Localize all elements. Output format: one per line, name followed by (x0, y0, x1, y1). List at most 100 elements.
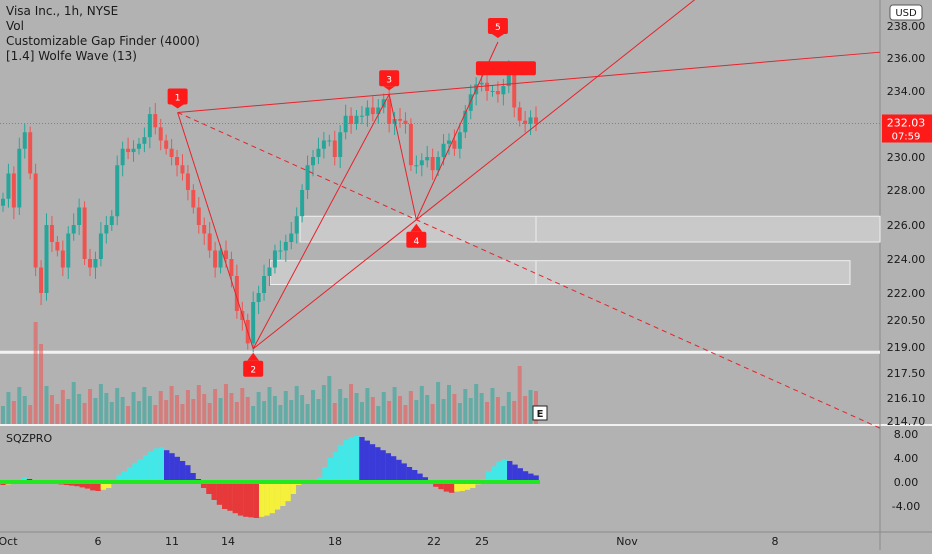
candle-body[interactable] (93, 259, 98, 268)
candle-body[interactable] (272, 250, 277, 268)
candle-body[interactable] (223, 250, 228, 260)
candle-body[interactable] (408, 124, 413, 166)
candle-body[interactable] (17, 148, 22, 208)
candle-body[interactable] (300, 190, 305, 217)
candle-body[interactable] (6, 173, 11, 199)
earnings-marker[interactable] (532, 405, 548, 421)
candle-body[interactable] (126, 148, 131, 153)
candle-body[interactable] (115, 165, 120, 217)
candle-body[interactable] (22, 132, 27, 149)
wolfe-wave-leg[interactable] (388, 94, 417, 220)
candle-body[interactable] (349, 115, 354, 124)
wolfe-point-marker[interactable] (406, 231, 427, 248)
candle-body[interactable] (446, 140, 451, 144)
candle-body[interactable] (365, 107, 370, 116)
candle-body[interactable] (153, 114, 158, 128)
candle-body[interactable] (77, 207, 82, 226)
candle-body[interactable] (376, 107, 381, 115)
currency-badge[interactable] (889, 4, 923, 21)
candle-body[interactable] (305, 165, 310, 190)
candle-body[interactable] (457, 132, 462, 149)
candle-body[interactable] (338, 132, 343, 157)
candle-body[interactable] (71, 225, 76, 234)
indicator-wolfe-wave-label[interactable]: [1.4] Wolfe Wave (13) (6, 49, 137, 63)
candle-body[interactable] (28, 132, 33, 174)
sqzpro-title[interactable]: SQZPRO (6, 432, 52, 445)
candle-body[interactable] (196, 207, 201, 226)
candle-body[interactable] (109, 216, 114, 225)
wolfe-line-1-3[interactable] (177, 51, 881, 113)
candle-body[interactable] (523, 120, 528, 124)
wolfe-line-2-4[interactable] (252, 0, 700, 350)
candle-body[interactable] (289, 233, 294, 243)
candle-body[interactable] (327, 140, 332, 142)
indicator-vol-label[interactable]: Vol (6, 19, 24, 33)
candle-body[interactable] (414, 165, 419, 167)
candle-body[interactable] (169, 148, 174, 157)
candle-body[interactable] (419, 160, 424, 166)
candle-body[interactable] (283, 242, 288, 251)
candle-body[interactable] (332, 140, 337, 158)
candle-body[interactable] (321, 140, 326, 149)
candle-body[interactable] (164, 140, 169, 149)
candle-body[interactable] (354, 115, 359, 124)
candle-body[interactable] (479, 82, 484, 85)
candle-body[interactable] (468, 94, 473, 111)
candle-body[interactable] (485, 82, 490, 91)
candle-body[interactable] (506, 71, 511, 87)
candle-body[interactable] (311, 157, 316, 166)
candle-body[interactable] (517, 107, 522, 121)
candle-body[interactable] (49, 225, 54, 242)
candle-body[interactable] (158, 127, 163, 141)
candle-body[interactable] (359, 115, 364, 117)
gap-zone[interactable] (269, 260, 851, 286)
candle-body[interactable] (403, 120, 408, 124)
candle-body[interactable] (430, 157, 435, 171)
candle-body[interactable] (104, 225, 109, 234)
candle-body[interactable] (490, 91, 495, 92)
candle-body[interactable] (66, 233, 71, 268)
candle-body[interactable] (528, 117, 533, 124)
candle-body[interactable] (11, 173, 16, 208)
candle-body[interactable] (218, 250, 223, 268)
candle-body[interactable] (262, 276, 267, 293)
candle-body[interactable] (278, 250, 283, 252)
candle-body[interactable] (501, 86, 506, 95)
candle-body[interactable] (120, 148, 125, 166)
candle-body[interactable] (202, 225, 207, 234)
candle-body[interactable] (1, 198, 5, 206)
candle-body[interactable] (88, 259, 93, 268)
wolfe-point-marker[interactable] (379, 70, 400, 87)
wolfe-target-box[interactable] (475, 61, 536, 76)
candle-body[interactable] (213, 250, 218, 268)
candle-body[interactable] (398, 119, 403, 121)
gap-zone[interactable] (299, 215, 881, 243)
wolfe-target-line[interactable] (177, 111, 881, 429)
candle-body[interactable] (463, 110, 468, 133)
candle-body[interactable] (60, 250, 65, 268)
candle-body[interactable] (185, 173, 190, 191)
candle-body[interactable] (229, 259, 234, 276)
candle-body[interactable] (44, 225, 49, 293)
candle-body[interactable] (55, 242, 60, 251)
indicator-gap-finder-label[interactable]: Customizable Gap Finder (4000) (6, 34, 200, 48)
candle-body[interactable] (316, 148, 321, 157)
wolfe-point-marker[interactable] (487, 18, 508, 34)
candle-body[interactable] (436, 157, 441, 171)
candle-body[interactable] (425, 157, 430, 161)
candle-body[interactable] (33, 173, 38, 268)
candle-body[interactable] (370, 107, 375, 115)
candle-body[interactable] (175, 157, 180, 166)
candle-body[interactable] (294, 216, 299, 234)
candle-body[interactable] (387, 99, 392, 124)
wolfe-point-marker[interactable] (167, 88, 188, 105)
candle-body[interactable] (495, 91, 500, 95)
candle-body[interactable] (534, 117, 538, 124)
candle-body[interactable] (256, 293, 261, 302)
wolfe-point-marker[interactable] (243, 360, 264, 377)
candle-body[interactable] (234, 276, 239, 311)
wolfe-wave-leg[interactable] (252, 94, 390, 349)
candle-body[interactable] (131, 148, 136, 153)
candle-body[interactable] (267, 267, 272, 277)
